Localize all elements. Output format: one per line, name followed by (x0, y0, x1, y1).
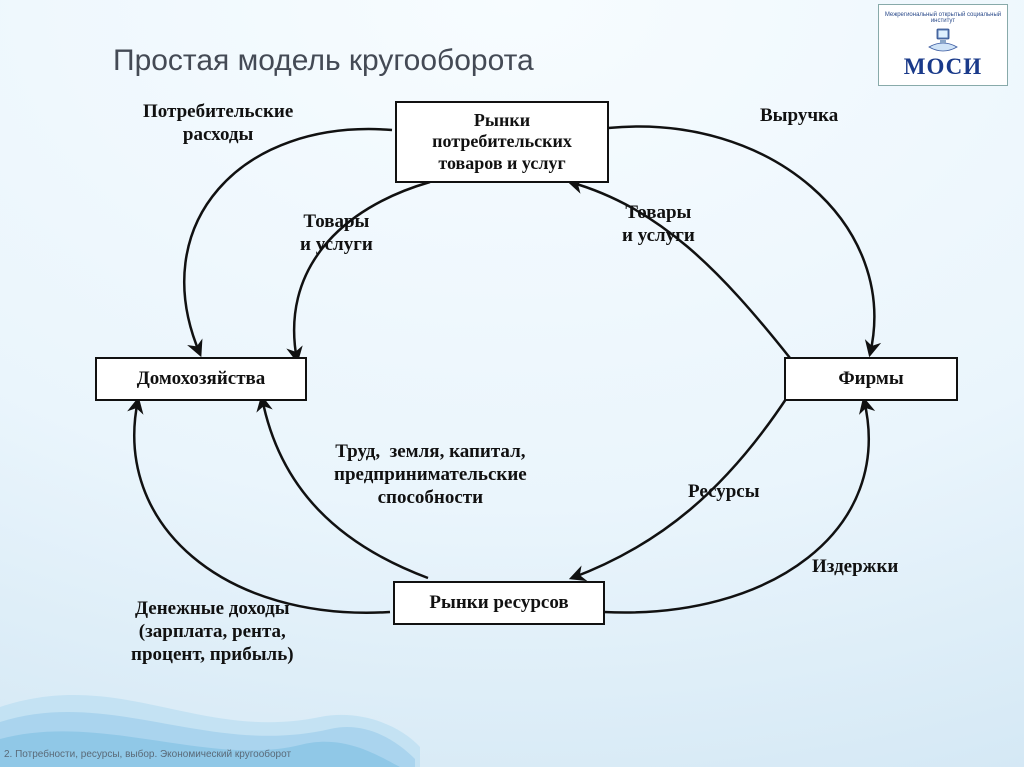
logo-subtitle: Межрегиональный открытый социальный инст… (879, 10, 1007, 24)
node-resource-market: Рынки ресурсов (393, 581, 605, 625)
logo-mosi: Межрегиональный открытый социальный инст… (878, 4, 1008, 86)
edge-label-inner_tr: Товары и услуги (622, 201, 695, 247)
logo-icon (924, 24, 962, 54)
edge-label-outer_tl: Потребительские расходы (143, 100, 293, 146)
node-goods-market: Рынки потребительских товаров и услуг (395, 101, 609, 183)
edge-label-outer_tr: Выручка (760, 104, 838, 127)
edge-label-inner_tl: Товары и услуги (300, 210, 373, 256)
edge-label-outer_br: Издержки (812, 555, 898, 578)
footer-caption: 2. Потребности, ресурсы, выбор. Экономич… (4, 749, 291, 760)
node-firms: Фирмы (784, 357, 958, 401)
edge-label-center: Труд, земля, капитал, предпринимательски… (334, 440, 527, 510)
page-title: Простая модель кругооборота (113, 44, 534, 78)
logo-brand-text: МОСИ (904, 54, 982, 80)
edge-label-inner_br: Ресурсы (688, 480, 760, 503)
edge-label-outer_bl: Денежные доходы (зарплата, рента, процен… (131, 597, 294, 667)
node-households: Домохозяйства (95, 357, 307, 401)
